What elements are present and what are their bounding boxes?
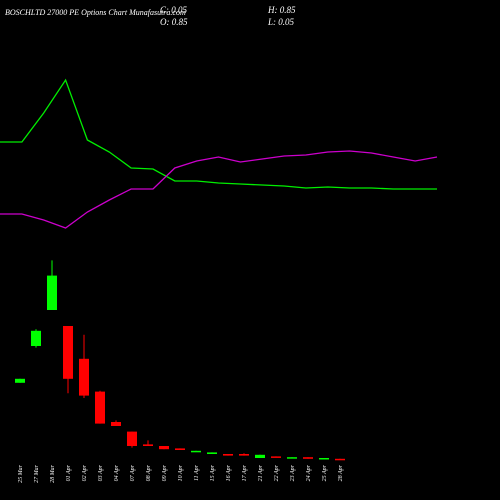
candle-body [271, 456, 281, 458]
x-tick-label: 16 Apr [226, 464, 232, 481]
candle-body [95, 391, 105, 424]
x-tick-label: 17 Apr [242, 464, 248, 481]
candle-body [255, 454, 265, 458]
x-tick-label: 02 Apr [82, 464, 88, 481]
x-tick-label: 09 Apr [162, 464, 168, 481]
x-tick-label: 03 Apr [98, 464, 104, 481]
candle-body [111, 422, 121, 426]
candle-body [143, 444, 153, 446]
candle-body [127, 431, 137, 446]
x-tick-label: 15 Apr [210, 464, 216, 481]
candle-body [191, 450, 201, 453]
x-tick-label: 27 Mar [34, 464, 40, 482]
candle-body [79, 358, 89, 396]
open-label: O: 0.85 [160, 17, 188, 27]
candle-body [319, 458, 329, 460]
x-tick-label: 07 Apr [130, 464, 136, 481]
high-label: H: 0.85 [267, 5, 296, 15]
candle-body [207, 452, 217, 454]
x-tick-label: 25 Mar [18, 464, 24, 482]
indicator-line [0, 78, 437, 190]
candle-body [175, 448, 185, 450]
low-label: L: 0.05 [267, 17, 295, 27]
x-tick-label: 08 Apr [146, 464, 152, 481]
x-tick-label: 23 Apr [290, 464, 296, 481]
x-tick-label: 11 Apr [194, 464, 200, 481]
x-tick-label: 01 Apr [66, 464, 72, 481]
close-label: C: 0.05 [160, 5, 188, 15]
x-tick-label: 21 Apr [258, 464, 264, 481]
chart-title: BOSCHLTD 27000 PE Options Chart Munafasu… [5, 8, 186, 17]
candle-body [303, 457, 313, 459]
candle-body [31, 330, 41, 346]
candle-body [335, 458, 345, 461]
candle-body [239, 454, 249, 456]
candle-body [223, 454, 233, 456]
candle-body [159, 446, 169, 450]
x-tick-label: 28 Apr [338, 464, 344, 481]
candle-body [15, 378, 25, 383]
candle-body [287, 457, 297, 459]
candle-body [47, 275, 57, 310]
x-tick-label: 28 Mar [50, 464, 56, 482]
indicator-line [0, 150, 438, 229]
x-tick-label: 25 Apr [322, 464, 328, 481]
candle-body [63, 326, 73, 379]
x-tick-label: 10 Apr [178, 464, 184, 481]
x-tick-label: 24 Apr [305, 464, 312, 481]
x-tick-label: 22 Apr [274, 464, 280, 481]
x-tick-label: 04 Apr [113, 464, 120, 481]
